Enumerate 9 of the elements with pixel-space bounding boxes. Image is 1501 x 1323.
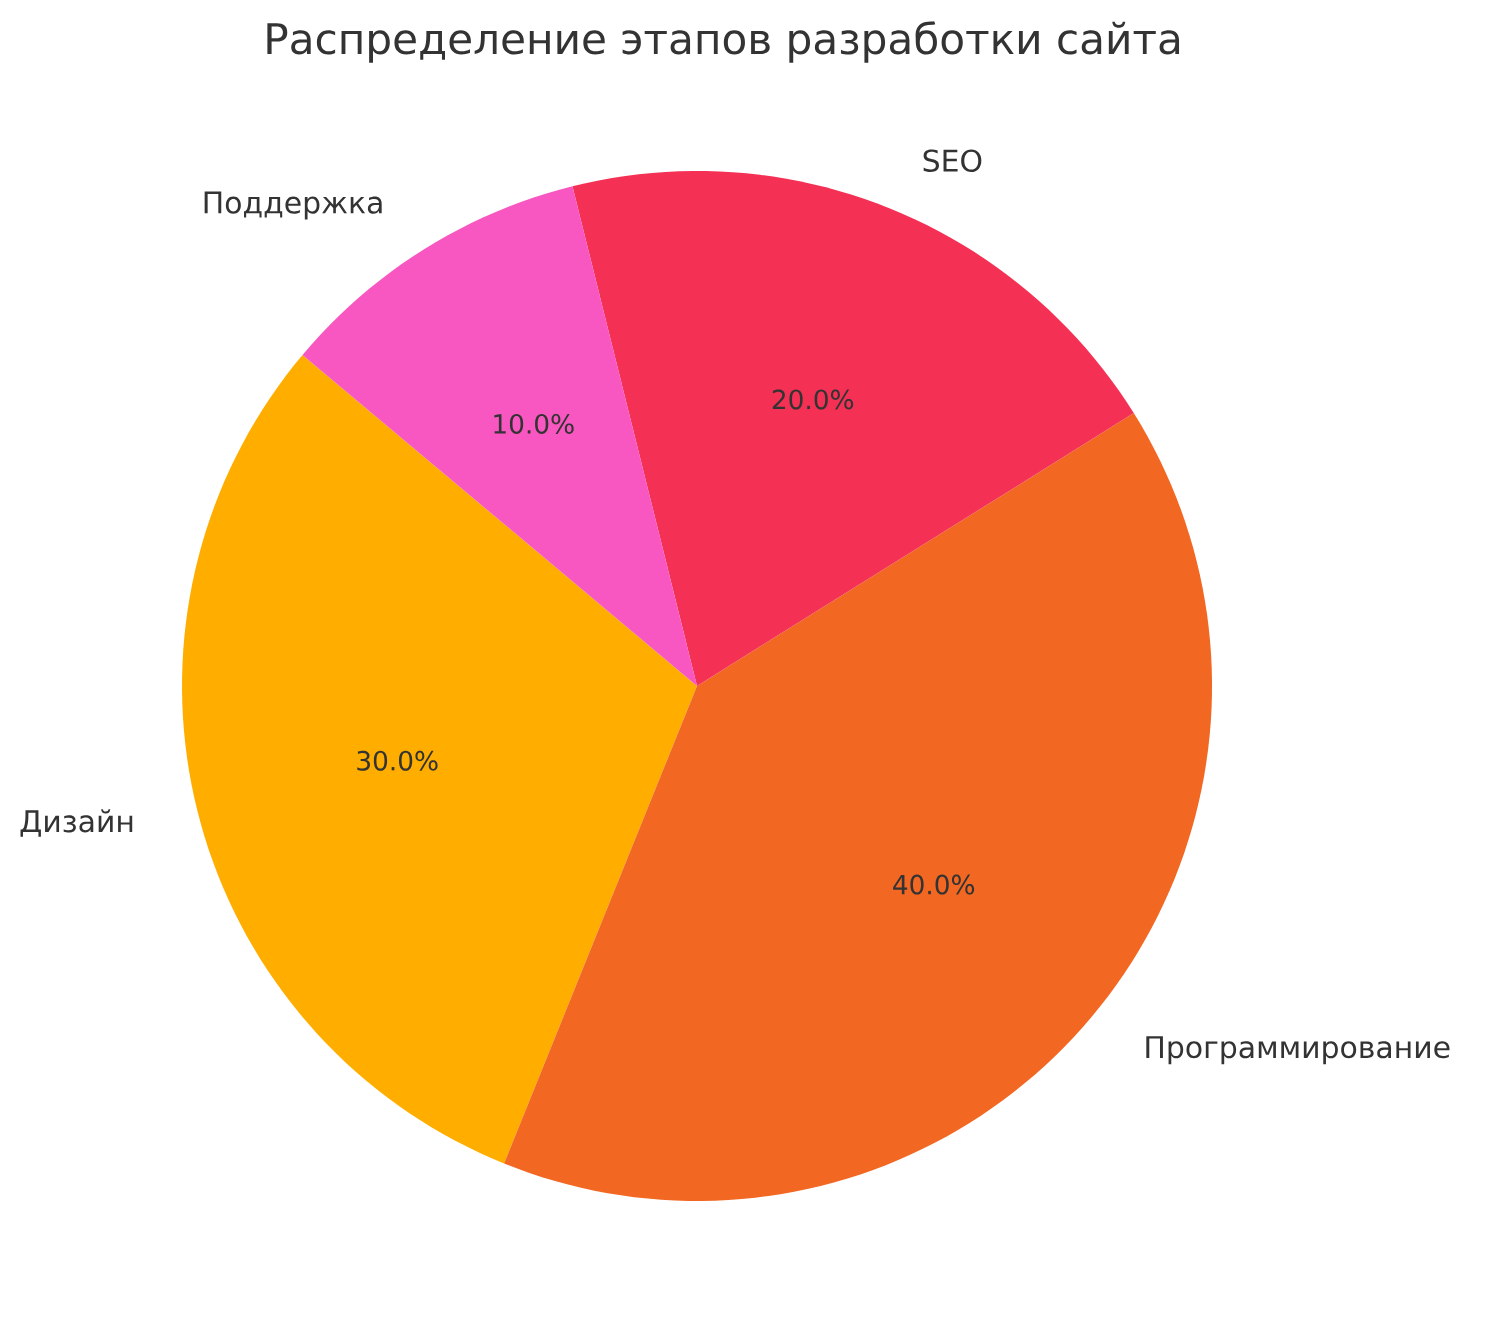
slice-label: Поддержка [204, 191, 382, 220]
chart-title: Распределение этапов разработки сайта [267, 21, 1180, 63]
slice-label: Дизайн [20, 809, 133, 837]
slice-label: Программирование [1146, 1036, 1450, 1065]
slice-label: SEO [923, 149, 982, 173]
data-label: 30.0% [357, 750, 438, 771]
data-label: 40.0% [893, 874, 975, 895]
data-label: 20.0% [772, 389, 854, 410]
data-label: 10.0% [494, 413, 574, 434]
